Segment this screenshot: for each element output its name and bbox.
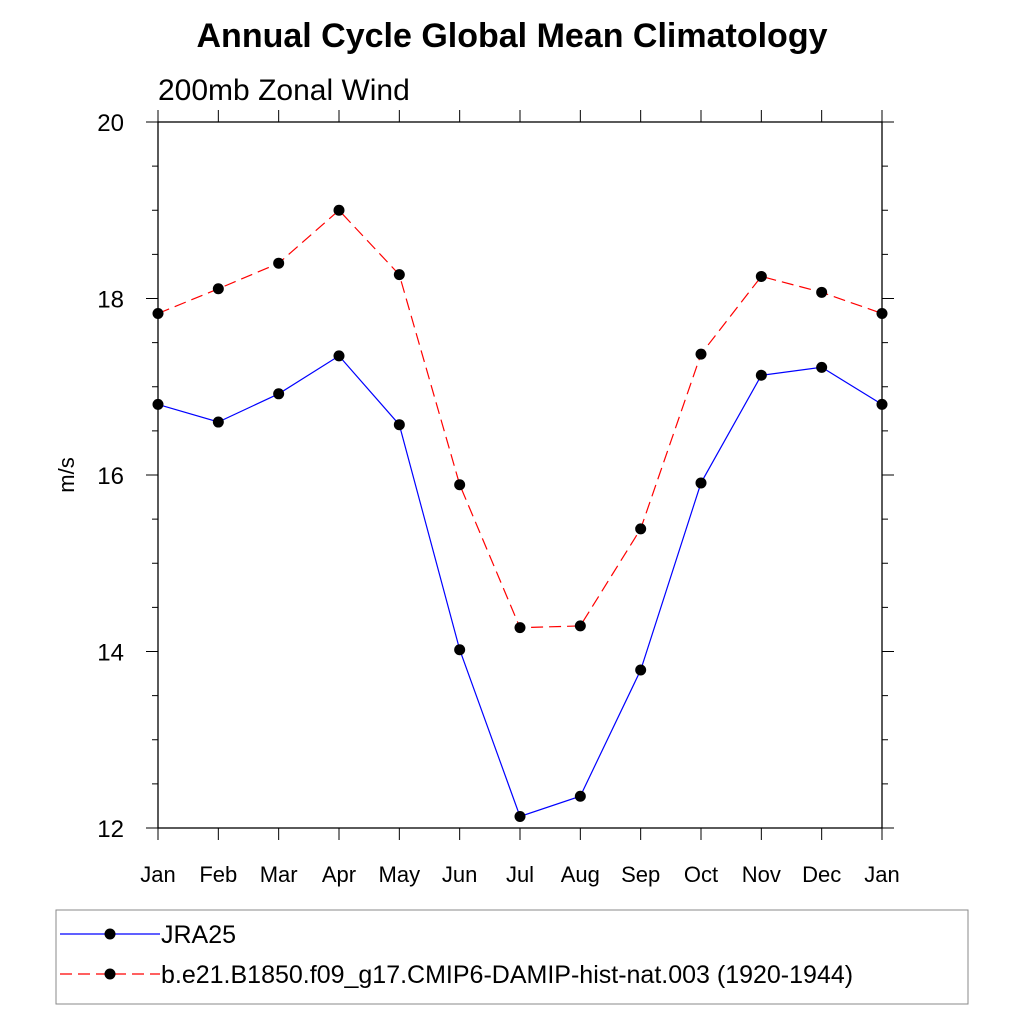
y-tick-label: 16 [97,463,124,490]
data-point [816,361,828,373]
legend: JRA25 b.e21.B1850.f09_g17.CMIP6-DAMIP-his… [55,909,969,1005]
legend-marker [104,928,116,940]
x-tick-label: Aug [561,862,600,887]
data-point [876,308,888,320]
data-point [755,369,767,381]
series-layer [152,204,888,823]
data-point [574,790,586,802]
x-tick-label: Sep [621,862,660,887]
x-tick-label: Oct [684,862,718,887]
data-point [212,416,224,428]
legend-label: b.e21.B1850.f09_g17.CMIP6-DAMIP-hist-nat… [161,961,853,989]
x-tick-label: Dec [802,862,841,887]
data-point [454,479,466,491]
y-axis-label: m/s [54,457,79,492]
x-tick-label: Feb [199,862,237,887]
x-axis: Jan Feb Mar Apr May Jun Jul Aug Sep Oct Nov Dec Jan [140,110,900,887]
data-point [574,620,586,632]
plot-border [157,121,883,829]
data-point [333,204,345,216]
y-tick-label: 12 [97,816,124,843]
data-point [152,398,164,410]
data-point [635,664,647,676]
legend-label: JRA25 [161,921,236,949]
series-line [157,209,883,629]
y-axis: 12 14 16 18 20 [97,110,894,843]
x-tick-label: Mar [260,862,298,887]
data-point [635,523,647,535]
data-point [333,350,345,362]
x-tick-label: Jun [442,862,477,887]
x-tick-label: Apr [322,862,356,887]
data-point [152,308,164,320]
data-point [514,811,526,823]
x-tick-label: Jan [864,862,899,887]
x-tick-label: Jul [506,862,534,887]
series-group [152,204,888,634]
data-point [695,477,707,489]
legend-marker [104,968,116,980]
data-point [695,348,707,360]
y-tick-label: 18 [97,287,124,314]
x-tick-label: Jan [140,862,175,887]
data-point [393,419,405,431]
y-tick-label: 14 [97,640,124,667]
data-point [755,270,767,282]
data-point [393,269,405,281]
chart-title: Annual Cycle Global Mean Climatology [197,17,828,55]
data-point [273,257,285,269]
x-tick-label: Nov [742,862,781,887]
legend-box [55,909,969,1005]
chart-subtitle: 200mb Zonal Wind [158,74,410,107]
data-point [273,388,285,400]
data-point [514,622,526,634]
plot-frame [157,121,883,829]
series-line [157,355,883,818]
data-point [212,283,224,295]
data-point [816,286,828,298]
y-tick-label: 20 [97,110,124,137]
series-group [152,350,888,823]
data-point [876,398,888,410]
x-tick-label: May [379,862,421,887]
data-point [454,644,466,656]
